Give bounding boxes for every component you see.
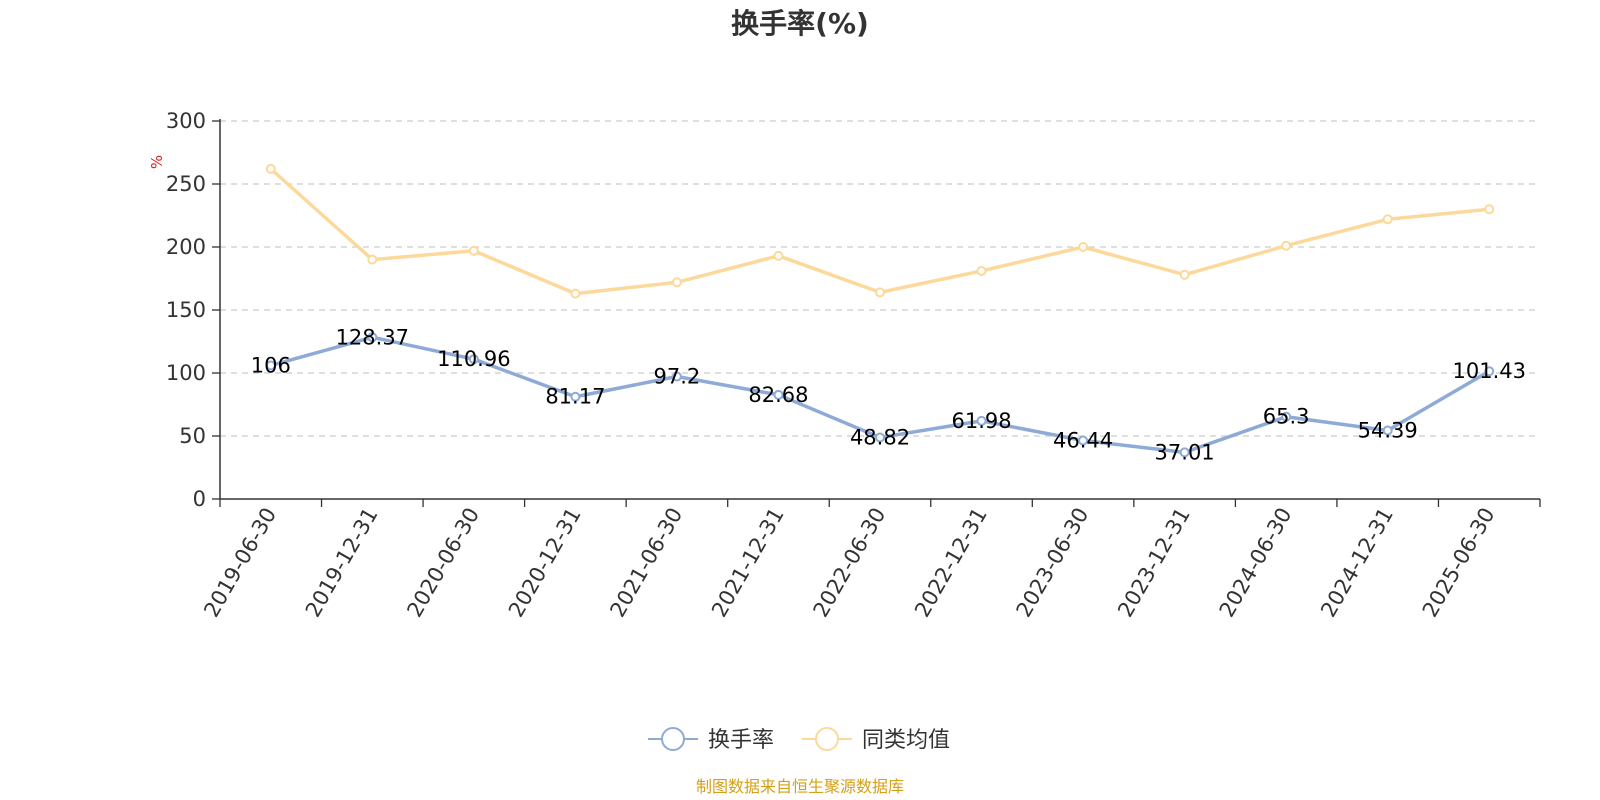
x-tick-label: 2019-12-31: [301, 504, 383, 622]
data-point[interactable]: [773, 250, 784, 261]
data-point[interactable]: [976, 415, 987, 426]
data-point[interactable]: [1382, 425, 1393, 436]
series-layer: [265, 163, 1495, 458]
y-tick-label: 300: [166, 109, 206, 133]
legend-label-peer-average: 同类均值: [862, 728, 950, 753]
x-tick-label: 2021-12-31: [707, 504, 789, 622]
data-label: 65.3: [1263, 405, 1310, 429]
x-tick-label: 2025-06-30: [1418, 504, 1500, 622]
data-label: 101.43: [1452, 359, 1525, 383]
data-label: 46.44: [1053, 428, 1113, 452]
data-point[interactable]: [1179, 269, 1190, 280]
data-label: 81.17: [545, 385, 605, 409]
x-tick-label: 2019-06-30: [199, 504, 281, 622]
data-label: 37.01: [1155, 440, 1215, 464]
data-point[interactable]: [1281, 411, 1292, 422]
data-source-note: 制图数据来自恒生聚源数据库: [696, 777, 904, 796]
data-point[interactable]: [976, 265, 987, 276]
x-tick-label: 2020-12-31: [504, 504, 586, 622]
data-label: 61.98: [951, 409, 1011, 433]
y-tick-label: 200: [166, 235, 206, 259]
data-point[interactable]: [671, 371, 682, 382]
data-point[interactable]: [570, 391, 581, 402]
y-tick-label: 250: [166, 172, 206, 196]
data-point[interactable]: [1078, 435, 1089, 446]
data-point[interactable]: [1078, 242, 1089, 252]
data-point[interactable]: [671, 277, 682, 288]
data-labels: 106 128.37 110.96 81.17 97.2 82.68 48.82 61.98 4…: [251, 325, 1526, 464]
y-axis-unit-label: %: [148, 155, 166, 169]
x-tick-label: 2023-06-30: [1012, 504, 1094, 622]
x-tick-label: 2022-12-31: [910, 504, 992, 622]
x-tick-label: 2024-06-30: [1215, 504, 1297, 622]
x-tick-label: 2021-06-30: [605, 504, 687, 622]
legend-marker-turnover: [661, 727, 685, 751]
legend-label-turnover: 换手率: [708, 728, 774, 753]
legend-item-turnover[interactable]: 换手率: [648, 727, 774, 753]
data-point[interactable]: [367, 332, 378, 343]
data-point[interactable]: [773, 389, 784, 400]
x-tick-label: 2022-06-30: [809, 504, 891, 622]
x-tick-label: 2023-12-31: [1113, 504, 1195, 622]
data-point[interactable]: [875, 287, 885, 298]
data-point[interactable]: [265, 163, 276, 174]
data-point[interactable]: [1281, 240, 1292, 251]
data-label: 97.2: [654, 365, 701, 389]
data-point[interactable]: [265, 360, 276, 371]
y-tick-label: 150: [166, 298, 206, 322]
data-point[interactable]: [875, 432, 885, 443]
data-point[interactable]: [1484, 204, 1495, 215]
legend-marker-peer-average: [815, 727, 839, 751]
data-point[interactable]: [570, 288, 581, 299]
grid-lines: [220, 120, 1540, 437]
data-point[interactable]: [1382, 214, 1393, 225]
y-tick-label: 50: [179, 424, 206, 448]
data-label: 110.96: [437, 347, 510, 371]
data-point[interactable]: [367, 254, 378, 265]
y-tick-label: 100: [166, 361, 206, 385]
y-tick-label: 0: [193, 487, 206, 511]
data-label: 128.37: [336, 325, 409, 349]
data-point[interactable]: [1484, 366, 1495, 377]
chart-title: 换手率(%): [731, 7, 869, 40]
data-label: 82.68: [748, 383, 808, 407]
series-line-peer-average: [269, 167, 1490, 296]
data-label: 48.82: [850, 425, 910, 449]
data-point[interactable]: [468, 354, 479, 365]
legend-item-peer-average[interactable]: 同类均值: [802, 727, 950, 753]
data-point[interactable]: [468, 245, 479, 256]
legend[interactable]: 换手率 同类均值: [648, 727, 950, 753]
data-label: 54.39: [1358, 418, 1418, 442]
data-label: 106: [251, 353, 291, 377]
x-tick-label: 2020-06-30: [402, 504, 484, 622]
x-tick-label: 2024-12-31: [1316, 504, 1398, 622]
data-point[interactable]: [1179, 447, 1190, 458]
